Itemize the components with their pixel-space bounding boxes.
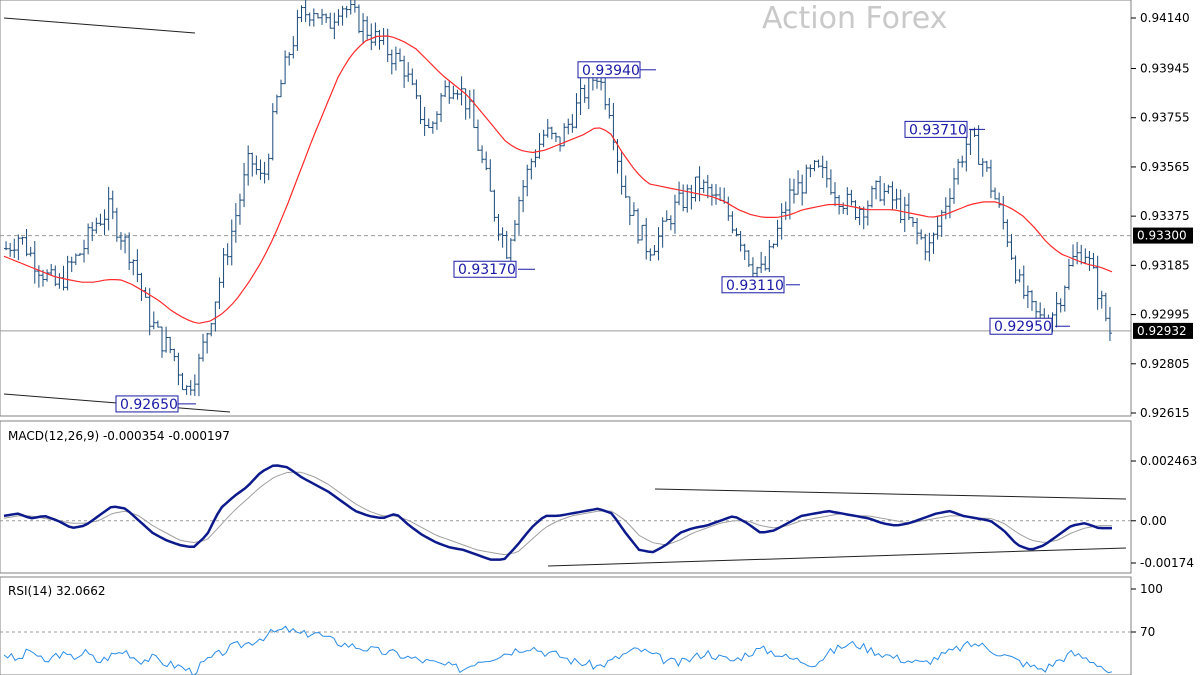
annotation-label: 0.92950 [994, 319, 1052, 335]
price-tag [1133, 227, 1193, 244]
moving-average-line [3, 35, 1113, 324]
price-y-tick-label: 0.93945 [1140, 62, 1190, 76]
macd-line [3, 464, 1112, 561]
annotation-box [721, 276, 785, 294]
price-y-tick-label: 0.93185 [1140, 258, 1190, 272]
price-tag-label: 0.92932 [1137, 324, 1187, 338]
rsi-y-tick-label: 70 [1140, 625, 1155, 639]
macd-signal-line [3, 471, 1112, 556]
rsi-title: RSI(14) 32.0662 [8, 584, 106, 598]
price-y-tick-label: 0.92995 [1140, 308, 1190, 322]
price-y-tick-label: 0.94140 [1140, 11, 1190, 25]
annotation-box [453, 260, 517, 278]
price-y-tick-label: 0.93755 [1140, 111, 1190, 125]
rsi-y-tick-label: 100 [1140, 582, 1163, 596]
rsi-panel-frame [0, 576, 1132, 675]
rsi-line [3, 625, 1113, 675]
price-y-tick-label: 0.93565 [1140, 160, 1190, 174]
macd-layer: 0.002463 0.00 -0.00174 [0, 454, 1197, 570]
price-panel-frame [0, 0, 1132, 417]
macd-trendline-upper [654, 488, 1127, 500]
annotation-label: 0.93110 [726, 278, 784, 294]
watermark: Action Forex [762, 1, 947, 36]
annotation-label: 0.93710 [909, 122, 967, 138]
macd-y-tick-label: 0.00 [1140, 514, 1167, 528]
price-y-tick-label: 0.92615 [1140, 406, 1190, 420]
price-layer: 0.94140 0.93945 0.93755 0.93565 0.93375 0.931… [0, 0, 1193, 420]
price-tag-label: 0.93300 [1137, 229, 1187, 243]
macd-y-tick-label: 0.002463 [1140, 454, 1197, 468]
price-y-tick-label: 0.92805 [1140, 357, 1190, 371]
annotation-box [904, 120, 968, 138]
macd-panel-frame [0, 420, 1132, 574]
price-tag [1133, 322, 1193, 339]
macd-trendline-lower [547, 547, 1127, 567]
annotation-label: 0.93940 [582, 63, 640, 79]
price-y-tick-label: 0.93375 [1140, 209, 1190, 223]
annotation-box [989, 317, 1053, 335]
annotation-label: 0.93170 [458, 262, 516, 278]
channel-line-upper [3, 17, 196, 34]
macd-y-tick-label: -0.00174 [1140, 556, 1194, 570]
annotation-label: 0.92650 [120, 397, 178, 413]
macd-title: MACD(12,26,9) -0.000354 -0.000197 [8, 429, 230, 443]
rsi-layer: 100 70 [0, 582, 1163, 675]
